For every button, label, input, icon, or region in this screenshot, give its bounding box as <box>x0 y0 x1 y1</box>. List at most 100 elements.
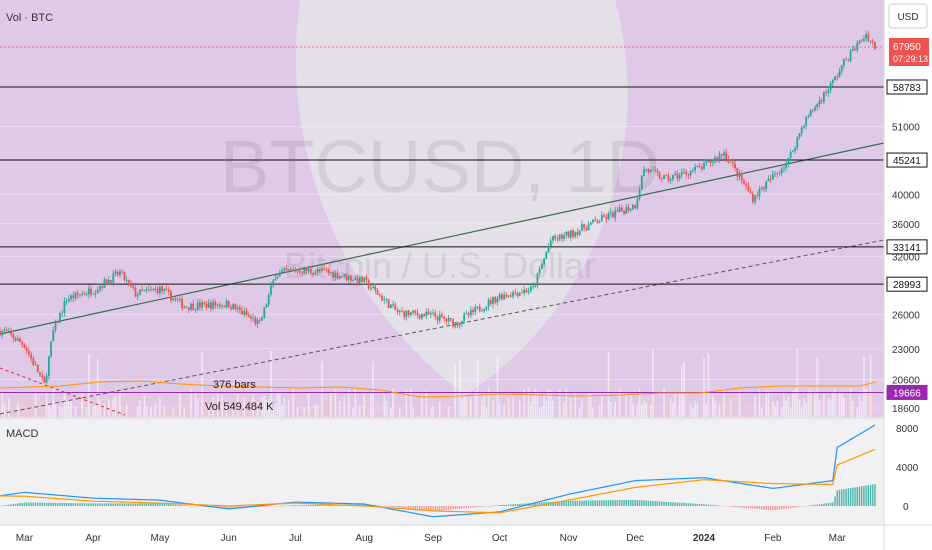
candle-body <box>538 269 541 274</box>
volume-bar <box>854 406 856 417</box>
macd-histogram-bar <box>323 504 325 506</box>
macd-histogram-bar <box>854 487 856 506</box>
volume-bar <box>310 408 312 417</box>
candle-body <box>580 224 583 231</box>
candle-body <box>643 169 645 176</box>
volume-bar <box>652 349 654 417</box>
countdown-value: 07:29:13 <box>893 54 928 64</box>
volume-bar <box>407 406 410 417</box>
macd-histogram-bar <box>327 504 330 506</box>
last-price-value: 67950 <box>893 42 921 53</box>
volume-bar <box>576 393 579 417</box>
volume-bar <box>792 390 794 417</box>
candle-body <box>107 280 110 285</box>
candle-body <box>612 212 614 218</box>
macd-histogram-bar <box>412 506 414 510</box>
candle-body <box>307 268 310 272</box>
volume-bar <box>803 398 805 417</box>
macd-histogram-bar <box>14 503 17 506</box>
candle-body <box>438 314 441 321</box>
volume-bar <box>10 388 12 417</box>
volume-bar <box>425 390 428 417</box>
volume-bar <box>338 400 341 417</box>
candle-body <box>807 116 810 118</box>
macd-histogram-bar <box>359 504 361 506</box>
candle-body <box>278 272 281 277</box>
macd-histogram-bar <box>179 504 181 506</box>
candle-body <box>214 301 217 306</box>
candle-body <box>823 92 825 102</box>
trendline-red-dashed[interactable] <box>0 367 126 416</box>
candle-body <box>685 171 688 175</box>
candle-body <box>123 271 126 281</box>
volume-bar <box>552 400 554 417</box>
macd-histogram-bar <box>647 500 650 506</box>
volume-bar <box>463 394 465 417</box>
volume-bar <box>827 398 830 417</box>
volume-bar <box>387 408 390 417</box>
trendline-dashed[interactable] <box>0 239 885 415</box>
volume-bar <box>236 393 239 417</box>
volume-bar <box>525 392 528 417</box>
volume-bar <box>709 391 712 417</box>
candle-body <box>81 293 84 295</box>
volume-bar <box>227 398 230 417</box>
candle-body <box>509 295 512 297</box>
volume-bar <box>279 390 281 417</box>
volume-bar <box>150 406 152 417</box>
macd-histogram-bar <box>745 506 747 509</box>
candle-body <box>63 301 66 313</box>
macd-histogram-bar <box>94 503 97 506</box>
macd-tick-high: 8000 <box>896 424 919 435</box>
macd-histogram-bar <box>649 500 652 506</box>
candle-body <box>283 268 286 271</box>
candle-body <box>432 312 434 314</box>
volume-bar <box>589 392 592 417</box>
volume-bar <box>12 401 15 417</box>
volume-bar <box>61 408 63 417</box>
candle-body <box>92 293 95 295</box>
volume-bar <box>718 404 721 417</box>
candle-body <box>647 169 650 173</box>
currency-button[interactable] <box>888 3 928 29</box>
volume-bar <box>689 402 692 417</box>
candle-body <box>803 125 805 128</box>
candle-body <box>232 304 235 309</box>
macd-histogram-bar <box>234 506 237 509</box>
candle-body <box>190 303 192 310</box>
macd-histogram-bar <box>88 503 90 506</box>
candle-body <box>99 286 101 290</box>
macd-histogram-bar <box>698 503 701 506</box>
indicator-title[interactable]: Vol · BTC <box>6 12 53 24</box>
volume-bar <box>669 399 672 417</box>
candle-body <box>589 222 592 225</box>
candle-body <box>310 268 312 273</box>
volume-bar <box>458 359 461 417</box>
candle-body <box>443 316 446 319</box>
macd-histogram-bar <box>729 506 732 507</box>
volume-bar <box>678 391 681 417</box>
candle-body <box>576 232 579 235</box>
macd-histogram-bar <box>592 500 594 506</box>
macd-histogram-bar <box>652 500 654 506</box>
macd-histogram-bar <box>65 503 68 506</box>
volume-bar <box>154 403 157 417</box>
candle-body <box>707 160 710 162</box>
volume-bar <box>538 408 541 417</box>
candle-body <box>292 269 295 271</box>
candle-body <box>205 303 208 308</box>
candle-body <box>263 307 266 318</box>
macd-histogram-bar <box>581 500 583 506</box>
volume-bar <box>467 398 470 417</box>
volume-bar <box>41 389 43 417</box>
candle-body <box>318 269 321 272</box>
candle-body <box>412 310 414 313</box>
macd-histogram-bar <box>849 488 852 506</box>
volume-bar <box>492 399 494 417</box>
candle-body <box>767 178 770 182</box>
signal-line <box>0 448 876 514</box>
candle-body <box>683 171 685 173</box>
macd-tick-mid: 4000 <box>896 463 919 474</box>
macd-histogram-bar <box>132 503 134 506</box>
